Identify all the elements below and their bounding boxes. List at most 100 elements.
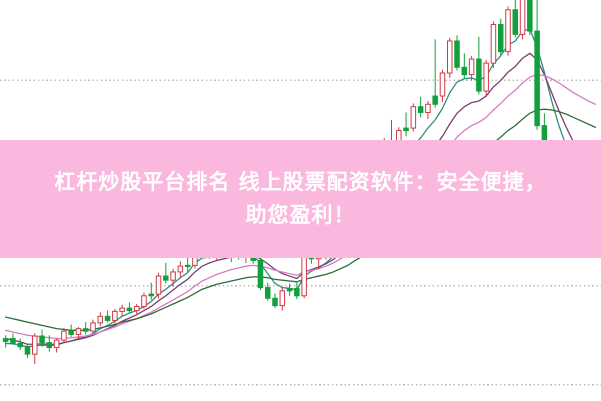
candle [112,308,118,324]
candle-body [570,203,577,221]
candle-body [243,252,249,258]
candle [264,282,271,301]
candle-body [279,290,286,307]
candle-body [359,187,366,195]
candle-body [483,62,489,92]
candle-body [286,287,293,292]
candle-body [323,248,329,256]
candle-body [133,305,140,312]
candle [279,287,286,311]
candle-body [272,297,278,307]
candle-body [294,287,300,297]
candle-body [490,24,497,64]
candle-body [315,254,322,260]
candle-body [534,30,540,127]
candle-body [541,125,548,172]
candle-body [308,223,315,260]
candle [483,59,489,97]
candle-body [556,199,562,217]
candle-body [24,346,31,355]
candle-body [75,328,82,335]
candle-body [126,307,133,312]
candle [403,112,409,137]
candle-body [155,275,162,295]
candle-body [454,40,460,68]
candle-body [497,24,504,53]
candle-body [476,58,482,92]
candle [454,35,460,71]
candle-body [381,141,387,166]
candle-body [388,141,395,150]
candle-body [548,170,555,201]
candle [578,170,584,225]
candle [90,319,96,334]
candle-body [432,95,438,105]
candle-body [585,174,591,201]
candle [141,292,147,309]
candle [417,96,424,118]
candle-body [352,187,358,217]
candle-body [221,250,227,256]
candle [170,268,176,287]
candle-body [82,328,89,332]
candle-body [17,342,23,348]
candle [104,310,111,323]
candle [2,335,9,348]
candle [163,262,169,284]
candle [410,103,417,132]
candle [301,218,307,299]
candle-body [61,330,67,341]
candle-body [374,164,380,169]
candle-body [199,237,205,249]
ma-line-ma-long [4,74,597,340]
candle [425,100,431,120]
candle-body [170,271,176,281]
candle-body [112,310,118,321]
candle [468,55,475,81]
candle [97,312,104,327]
candle [439,69,446,102]
candle-body [578,174,584,221]
candle-body [468,58,475,76]
candle-body [104,315,111,321]
candle-body [68,330,74,335]
candle [512,0,519,38]
candle-body [192,237,198,266]
candle-body [439,72,446,97]
candle [155,272,162,299]
candle-body [228,250,235,256]
candle-body [119,307,125,312]
candle [352,184,358,220]
candle-body [148,293,155,297]
candle [53,338,60,353]
candle-body [512,9,519,35]
candle-body [177,265,184,273]
candle [272,293,278,309]
candle [177,261,184,278]
candle [24,343,31,358]
candle-body [2,338,9,342]
candle-body [257,259,264,289]
candle-body [235,250,242,258]
candle [10,333,16,345]
candle [476,36,482,95]
candle [461,53,468,79]
candle [61,327,67,344]
candle-body [163,275,169,281]
candle-body [301,223,307,297]
candle-body [461,66,468,76]
candle-body [410,106,417,129]
candle [592,166,599,204]
candle-body [345,215,351,222]
candle [497,18,504,55]
candle [32,333,38,365]
candle [119,304,125,317]
candle [17,338,23,351]
candle [75,327,82,340]
candle-body [39,335,45,344]
candle-body [446,40,453,74]
candle [527,0,533,36]
candle [68,324,74,337]
candle [133,304,140,316]
candle-body [214,250,220,257]
